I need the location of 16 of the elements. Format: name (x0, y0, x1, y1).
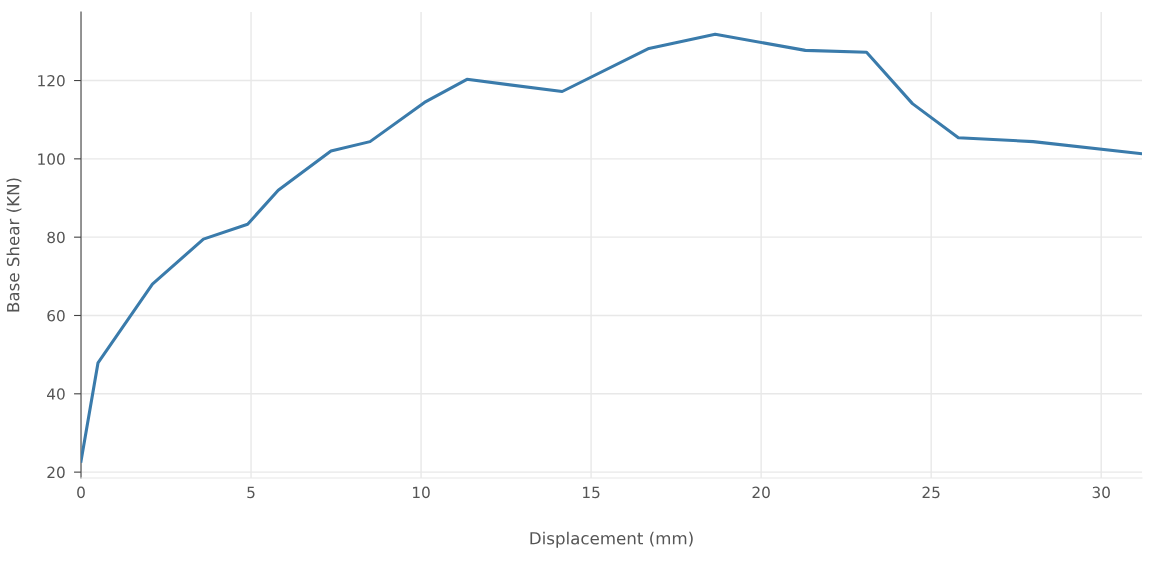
x-tick-label: 0 (77, 486, 85, 499)
x-tick-label: 30 (1092, 486, 1110, 499)
x-tick-label: 20 (752, 486, 770, 499)
x-tick-label: 10 (413, 486, 430, 499)
y-tick-label: 60 (47, 309, 65, 322)
y-tick-label: 20 (47, 466, 65, 479)
x-tick-label: 15 (583, 486, 600, 499)
y-axis-title: Base Shear (KN) (6, 178, 22, 312)
line-series (81, 32, 1142, 463)
y-tick-label: 120 (38, 74, 65, 87)
y-tick-label: 100 (38, 153, 65, 165)
y-tick-label: 40 (47, 388, 65, 400)
x-tick-label: 5 (247, 486, 255, 499)
x-axis-title: Displacement (mm) (530, 531, 693, 548)
x-tick-label: 25 (922, 486, 940, 499)
y-tick-label: 80 (47, 231, 65, 244)
